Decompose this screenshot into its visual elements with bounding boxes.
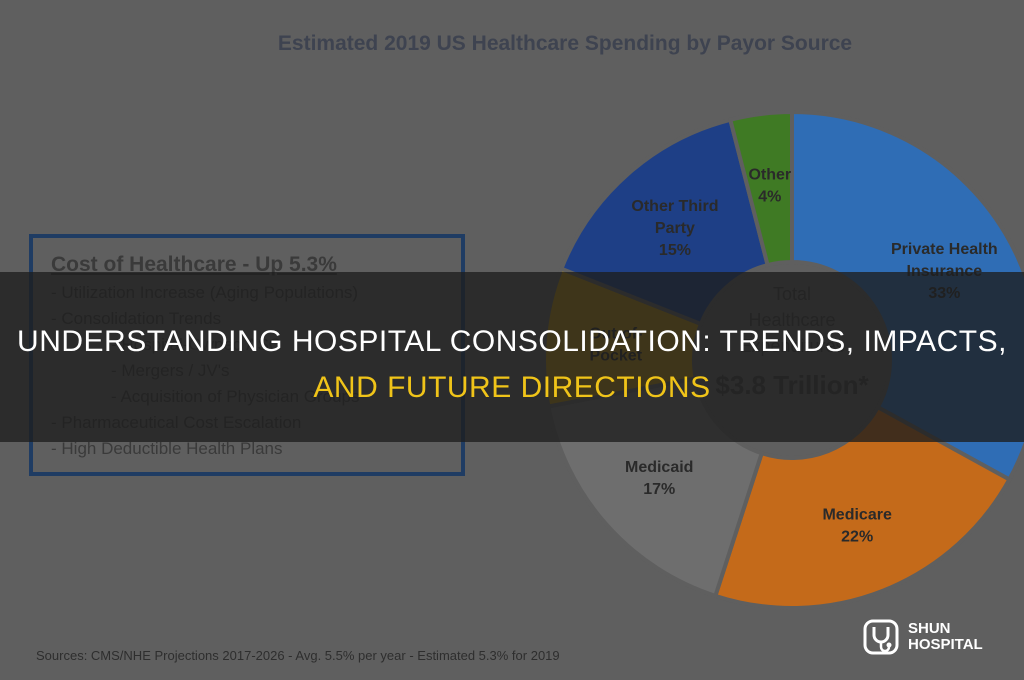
slice-label: Other Third Party 15% [631,198,718,259]
chart-title: Estimated 2019 US Healthcare Spending by… [277,32,853,55]
cost-box-item: - High Deductible Health Plans [51,439,283,458]
pie-slice-other [727,109,794,268]
headline-banner [0,272,1024,442]
site-logo[interactable]: SHUN HOSPITAL [862,618,983,656]
logo-text: SHUN HOSPITAL [908,621,983,653]
logo-line-1: SHUN [908,620,951,637]
pie-slice-medicare [712,404,1013,610]
cost-box-title: Cost of Healthcare - Up 5.3% [51,253,337,276]
logo-line-2: HOSPITAL [908,636,983,653]
headline-line-1: UNDERSTANDING HOSPITAL CONSOLIDATION: TR… [17,325,1007,358]
slice-label: Medicare 22% [822,507,891,546]
headline-line-2: AND FUTURE DIRECTIONS [313,371,711,404]
article-headline: UNDERSTANDING HOSPITAL CONSOLIDATION: TR… [0,319,1024,411]
slice-label: Medicaid 17% [625,459,693,498]
sources-note: Sources: CMS/NHE Projections 2017-2026 -… [36,648,560,663]
slice-label: Other 4% [748,166,791,205]
stethoscope-icon [863,619,899,655]
